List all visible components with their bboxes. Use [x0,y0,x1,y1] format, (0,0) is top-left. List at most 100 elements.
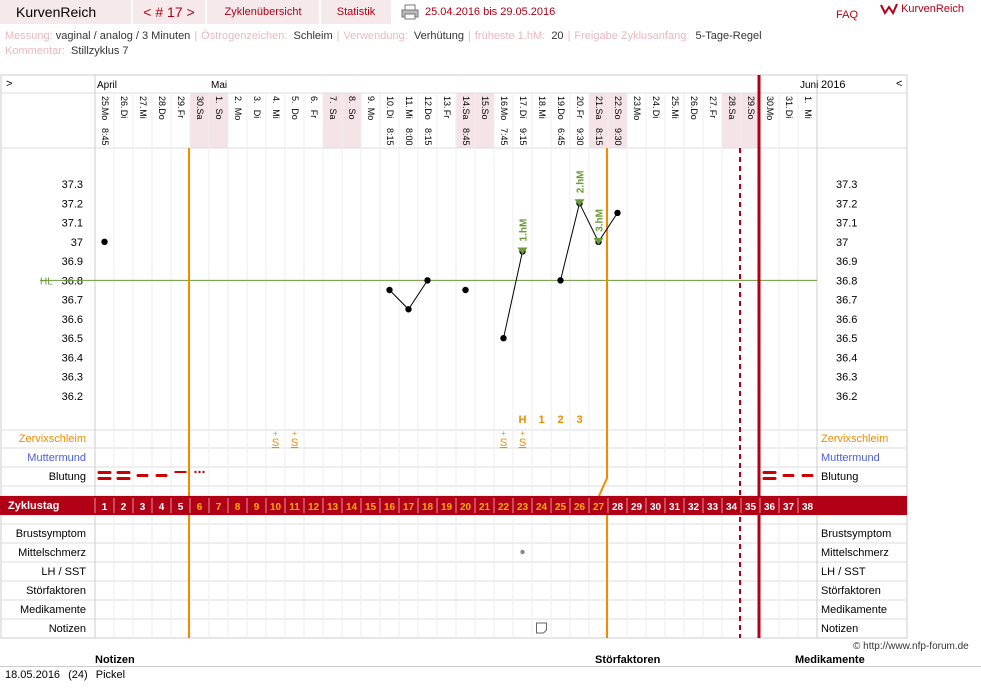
day-date: 14. [461,96,471,109]
cycle-day-number: 34 [726,502,738,513]
temp-tick-right: 36.8 [836,275,857,287]
mucus-plus: + [292,429,297,438]
cycle-day-number: 18 [422,502,434,513]
day-weekday: Mo [765,108,775,121]
cycle-day-number: 25 [555,502,567,513]
temp-tick-left: 36.6 [62,314,83,326]
measure-time: 9:30 [613,128,623,146]
weekend-shade [475,93,494,148]
temp-tick-left: 36.5 [62,333,83,345]
note-day: (24) [68,669,88,681]
weekend-shade [608,93,627,148]
bleeding-mark [116,477,131,480]
row-label-muttermund: Muttermund [27,452,86,464]
cycle-day-band [0,496,907,515]
row-label-right-brust: Brustsymptom [821,528,891,540]
logo-icon [880,3,898,16]
row-label-right-muttermund: Muttermund [821,452,880,464]
day-weekday: Mo [632,108,642,121]
weekend-shade [589,93,608,148]
row-label-right-mittel: Mittelschmerz [821,547,889,559]
cycle-day-number: 7 [216,502,222,513]
day-date: 16. [499,96,509,109]
chart-frame [0,74,908,639]
faq-link[interactable]: FAQ [836,9,859,21]
day-weekday: Sa [328,108,338,119]
row-label-stoer: Störfaktoren [26,585,86,597]
month-label: Juni [800,80,818,91]
row-label-right-lh: LH / SST [821,566,866,578]
day-date: 27. [138,96,148,109]
hm-count-label: 1 [538,414,544,426]
day-date: 30. [765,96,775,109]
day-weekday: Fr [176,110,186,119]
day-date: 13. [442,96,452,109]
temp-tick-right: 36.5 [836,333,857,345]
brand-title[interactable]: KurvenReich [0,0,131,24]
verwendung-value: Verhütung [413,30,464,42]
day-date: 23. [632,96,642,109]
measure-time: 6:45 [556,128,566,146]
day-weekday: Mi [271,109,281,119]
day-date: 4. [271,96,281,104]
cycle-day-number: 27 [593,502,605,513]
cycle-day-number: 1 [102,502,108,513]
day-weekday: Fr [575,110,585,119]
day-weekday: Sa [195,108,205,119]
day-date: 30. [195,96,205,109]
row-label-medi: Medikamente [20,604,86,616]
note-icon[interactable] [536,622,547,634]
day-weekday: Di [651,110,661,119]
printer-icon[interactable] [401,4,419,20]
day-weekday: Di [385,110,395,119]
row-label-notizen: Notizen [49,623,86,635]
temp-point [614,209,621,217]
day-date: 2. [233,96,243,104]
measure-time: 9:30 [575,128,585,146]
day-date: 19. [556,96,566,109]
day-date: 1. [214,96,224,104]
cycle-navigator[interactable]: < # 17 > [133,0,205,24]
day-date: 20. [575,96,585,109]
day-date: 6. [309,96,319,104]
temp-curve-segment [560,201,618,281]
month-label: Mai [211,80,227,91]
day-date: 27. [708,96,718,109]
day-weekday: So [214,108,224,119]
temp-point [462,286,469,294]
cycle-day-number: 33 [707,502,719,513]
measure-time: 8:45 [461,128,471,146]
mucus-plus: + [520,429,525,438]
row-label-zervix: Zervixschleim [19,433,86,445]
messung-value: vaginal / analog / 3 Minuten [55,30,191,42]
hm-marker-label: 3.hM [595,209,606,232]
hm-count-label: H [519,414,527,426]
cycle-day-number: 8 [235,502,241,513]
temp-tick-right: 37 [836,237,848,249]
logo: KurvenReich [880,2,964,16]
temp-tick-right: 37.1 [836,218,857,230]
temp-tick-left: 36.9 [62,256,83,268]
weekend-shade [722,93,741,148]
spotting-dot [202,470,205,474]
measure-time: 8:15 [423,128,433,146]
temp-curve-segment [503,251,523,339]
temp-point [424,277,431,284]
day-date: 25. [670,96,680,109]
temp-tick-right: 36.3 [836,372,857,384]
day-weekday: Mi [404,109,414,119]
day-weekday: Do [290,108,300,120]
row-label-right-blutung: Blutung [821,471,858,483]
day-weekday: Do [556,108,566,120]
statistics-tab[interactable]: Statistik [321,0,391,24]
day-date: 5. [290,96,300,104]
oestrogen-label: Östrogenzeichen: [201,30,288,42]
day-weekday: Fr [442,110,452,119]
bleeding-mark [97,477,112,480]
day-date: 29. [746,96,756,109]
cycle-overview-tab[interactable]: Zyklenübersicht [207,0,319,24]
day-date: 11. [404,96,414,108]
cycle-day-number: 14 [346,502,358,513]
day-date: 26. [689,96,699,109]
day-weekday: Do [689,108,699,120]
